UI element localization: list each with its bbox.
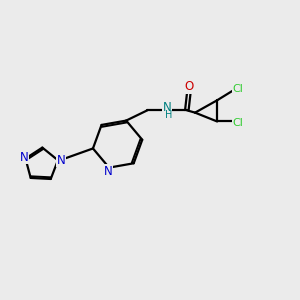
Text: Cl: Cl — [232, 118, 243, 128]
Text: O: O — [184, 80, 194, 93]
Text: N: N — [163, 101, 172, 114]
Text: N: N — [104, 165, 113, 178]
Text: N: N — [57, 154, 66, 167]
Text: Cl: Cl — [232, 84, 243, 94]
Text: N: N — [20, 151, 28, 164]
Text: H: H — [166, 110, 173, 120]
